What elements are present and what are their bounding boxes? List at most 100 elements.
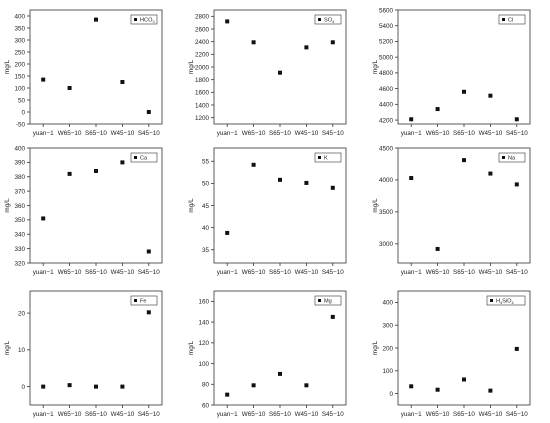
x-tick-label: S45−10 [506, 269, 528, 276]
x-tick-label: yuan−1 [217, 130, 238, 137]
x-tick-label: yuan−1 [33, 130, 54, 137]
y-tick-label: 50 [18, 97, 26, 104]
legend-box [130, 295, 158, 306]
data-point [409, 117, 414, 122]
y-tick-label: 2800 [195, 14, 210, 21]
plot-frame [397, 147, 531, 264]
y-axis-label: mg/L [188, 198, 195, 213]
data-point [514, 346, 519, 351]
data-point [278, 371, 282, 376]
y-axis-label: mg/L [372, 198, 379, 213]
y-tick-label: 2600 [195, 26, 210, 33]
legend-label: SO4 [324, 18, 334, 24]
x-tick-label: S65−10 [453, 130, 475, 137]
x-tick-label: W65−10 [242, 269, 266, 276]
data-point [120, 160, 125, 165]
plot-frame [29, 9, 163, 125]
y-tick-label: 140 [198, 319, 209, 326]
y-tick-label: 1800 [195, 77, 210, 84]
y-tick-label: 100 [14, 85, 25, 92]
x-tick-label: yuan−1 [33, 269, 54, 276]
y-tick-label: 3000 [379, 241, 394, 248]
data-point [251, 40, 256, 45]
y-tick-label: 200 [382, 345, 393, 352]
plot-frame [397, 290, 531, 406]
x-tick-label: W45−10 [479, 269, 503, 276]
x-tick-label: S65−10 [269, 130, 291, 137]
x-tick-label: W65−10 [242, 411, 266, 418]
legend-label: Ca [140, 156, 148, 162]
data-point [67, 171, 72, 176]
legend-box [314, 295, 342, 306]
x-tick-label: W65−10 [426, 269, 450, 276]
x-tick-label: W45−10 [111, 269, 135, 276]
x-tick-label: S45−10 [322, 411, 344, 418]
data-point [435, 387, 440, 392]
legend-marker [134, 299, 137, 302]
x-tick-label: S45−10 [138, 411, 160, 418]
data-point [41, 216, 46, 221]
legend: Mg [314, 295, 342, 306]
legend-box [130, 14, 158, 25]
data-point [225, 392, 230, 397]
data-point [146, 249, 151, 254]
data-point [94, 17, 98, 22]
chart-panel-6: 3000 3500 4000 4500 yuan−1 W65−10 S65−10 W45−10… [372, 145, 531, 276]
data-point [304, 45, 309, 50]
legend: Na [498, 152, 526, 163]
legend-label: Cl [508, 18, 513, 24]
y-tick-label: 0 [21, 109, 25, 116]
data-point [304, 383, 309, 388]
data-point [462, 377, 466, 382]
legend-box [130, 152, 158, 163]
x-tick-label: S45−10 [322, 130, 344, 137]
data-point [146, 110, 151, 114]
y-axis-label: mg/L [4, 198, 11, 213]
data-point [409, 176, 414, 181]
data-point [488, 93, 493, 98]
legend-marker [490, 299, 493, 302]
legend-label: Fe [140, 299, 147, 305]
x-tick-label: W65−10 [58, 269, 82, 276]
y-tick-label: 300 [382, 323, 393, 330]
legend: H4SiO4 [486, 295, 526, 306]
legend: Cl [498, 14, 526, 25]
y-tick-label: 250 [14, 49, 25, 56]
chart-panel-5: 35 40 45 50 55 yuan−1 W65−10 S65−10 W45−10 S45−10… [188, 147, 347, 276]
x-tick-label: W45−10 [479, 130, 503, 137]
y-tick-label: 1600 [195, 90, 210, 97]
data-point [278, 70, 282, 75]
legend-label: HCO3 [140, 18, 155, 24]
data-point [304, 180, 309, 185]
legend-box [314, 152, 342, 163]
data-point [41, 77, 46, 82]
legend-marker [318, 156, 321, 159]
y-tick-label: 200 [14, 61, 25, 68]
data-point [462, 158, 466, 163]
data-point [251, 162, 256, 167]
y-tick-label: 1200 [195, 115, 210, 122]
y-tick-label: 330 [14, 246, 25, 253]
y-tick-label: 340 [14, 232, 25, 239]
y-tick-label: 2000 [195, 64, 210, 71]
legend-box [486, 295, 526, 306]
x-tick-label: S65−10 [453, 269, 475, 276]
data-point [94, 384, 98, 389]
x-tick-label: W65−10 [58, 130, 82, 137]
y-tick-label: 160 [198, 299, 209, 306]
y-tick-label: 5600 [379, 7, 394, 14]
x-tick-label: W45−10 [295, 269, 319, 276]
data-point [225, 230, 230, 235]
y-tick-label: 60 [202, 402, 210, 409]
y-tick-label: 400 [382, 300, 393, 307]
y-axis-label: mg/L [188, 340, 195, 355]
data-point [94, 169, 98, 173]
y-tick-label: 400 [14, 13, 25, 20]
y-tick-label: 40 [202, 225, 210, 232]
y-tick-label: 1400 [195, 102, 210, 109]
data-point [514, 182, 519, 187]
plot-frame [213, 290, 347, 406]
x-tick-label: S45−10 [138, 269, 160, 276]
